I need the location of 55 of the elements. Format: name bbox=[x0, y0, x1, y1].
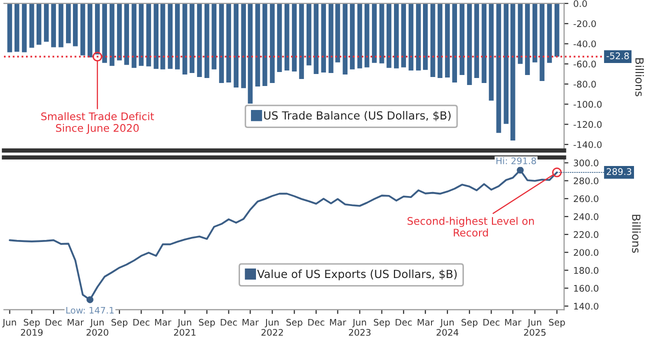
y-tick-label: 280.0 bbox=[574, 177, 598, 184]
y-tick-label: -140.0 bbox=[574, 141, 602, 148]
y-axis-title: Billions bbox=[635, 58, 644, 96]
y-tick-label: -20.0 bbox=[574, 20, 596, 28]
x-tick-label: Sep bbox=[549, 318, 565, 328]
annotation: Hi: 291.8 bbox=[496, 157, 536, 164]
y-tick-label: 200.0 bbox=[574, 249, 598, 256]
x-tick-label: Sep bbox=[374, 318, 390, 328]
x-tick-label: Sep bbox=[112, 318, 128, 328]
x-tick-label: Jun 2024 bbox=[436, 318, 458, 336]
y-tick-label: -100.0 bbox=[574, 100, 602, 108]
x-tick-label: Mar bbox=[155, 318, 172, 326]
x-tick-label: Mar bbox=[242, 318, 259, 326]
annotation: Second-highest Level on Record bbox=[408, 216, 534, 237]
x-tick-label: Jun 2023 bbox=[348, 318, 370, 336]
x-tick-label: Jun bbox=[2, 318, 16, 328]
x-tick-label: Dec bbox=[46, 318, 62, 326]
x-tick-label: Sep bbox=[198, 318, 215, 328]
x-tick-label: Dec bbox=[133, 318, 150, 326]
x-tick-label: Sep bbox=[286, 318, 302, 328]
y-tick-label: -80.0 bbox=[574, 80, 596, 88]
x-tick-label: Jun 2021 bbox=[174, 318, 196, 336]
x-tick-label: Jun 2025 bbox=[524, 318, 546, 336]
y-tick-label: 160.0 bbox=[574, 284, 598, 292]
y-tick-label: 240.0 bbox=[574, 213, 598, 220]
x-tick-label: Mar bbox=[505, 318, 522, 326]
x-tick-label: Dec bbox=[396, 318, 412, 326]
y-tick-label: -120.0 bbox=[574, 121, 602, 128]
y-tick-label: -60.0 bbox=[574, 60, 596, 68]
y-tick-label: 140.0 bbox=[574, 302, 598, 310]
x-tick-label: Dec bbox=[308, 318, 324, 326]
y-tick-label: 0.0 bbox=[574, 0, 587, 8]
y-tick-label: 300.0 bbox=[574, 160, 598, 166]
x-tick-label: Sep bbox=[462, 318, 478, 328]
annotation: Low: 147.1 bbox=[66, 306, 114, 314]
y-tick-label: 220.0 bbox=[574, 231, 598, 238]
legend-label: US Trade Balance (US Dollars, $B) bbox=[264, 111, 451, 122]
x-tick-label: Dec bbox=[483, 318, 500, 326]
annotation: 289.3 bbox=[606, 168, 632, 176]
y-axis-title: Billions bbox=[632, 214, 641, 253]
x-tick-label: Jun 2020 bbox=[86, 318, 108, 336]
y-tick-label: -40.0 bbox=[574, 40, 596, 48]
x-tick-label: Mar bbox=[68, 318, 84, 326]
annotation: Smallest Trade Deficit Since June 2020 bbox=[41, 112, 154, 134]
x-tick-label: Sep 2019 bbox=[20, 318, 43, 336]
x-tick-label: Mar bbox=[418, 318, 434, 326]
point bbox=[516, 166, 524, 174]
x-tick-label: Mar bbox=[330, 318, 346, 326]
legend-label: Value of US Exports (US Dollars, $B) bbox=[257, 270, 457, 280]
point bbox=[86, 296, 94, 304]
y-tick-label: 260.0 bbox=[574, 195, 598, 202]
x-tick-label: Dec bbox=[220, 318, 237, 326]
x-tick-label: Jun 2022 bbox=[261, 318, 283, 336]
y-tick-label: 180.0 bbox=[574, 266, 598, 274]
ref-line-label: -52.8 bbox=[606, 52, 629, 60]
